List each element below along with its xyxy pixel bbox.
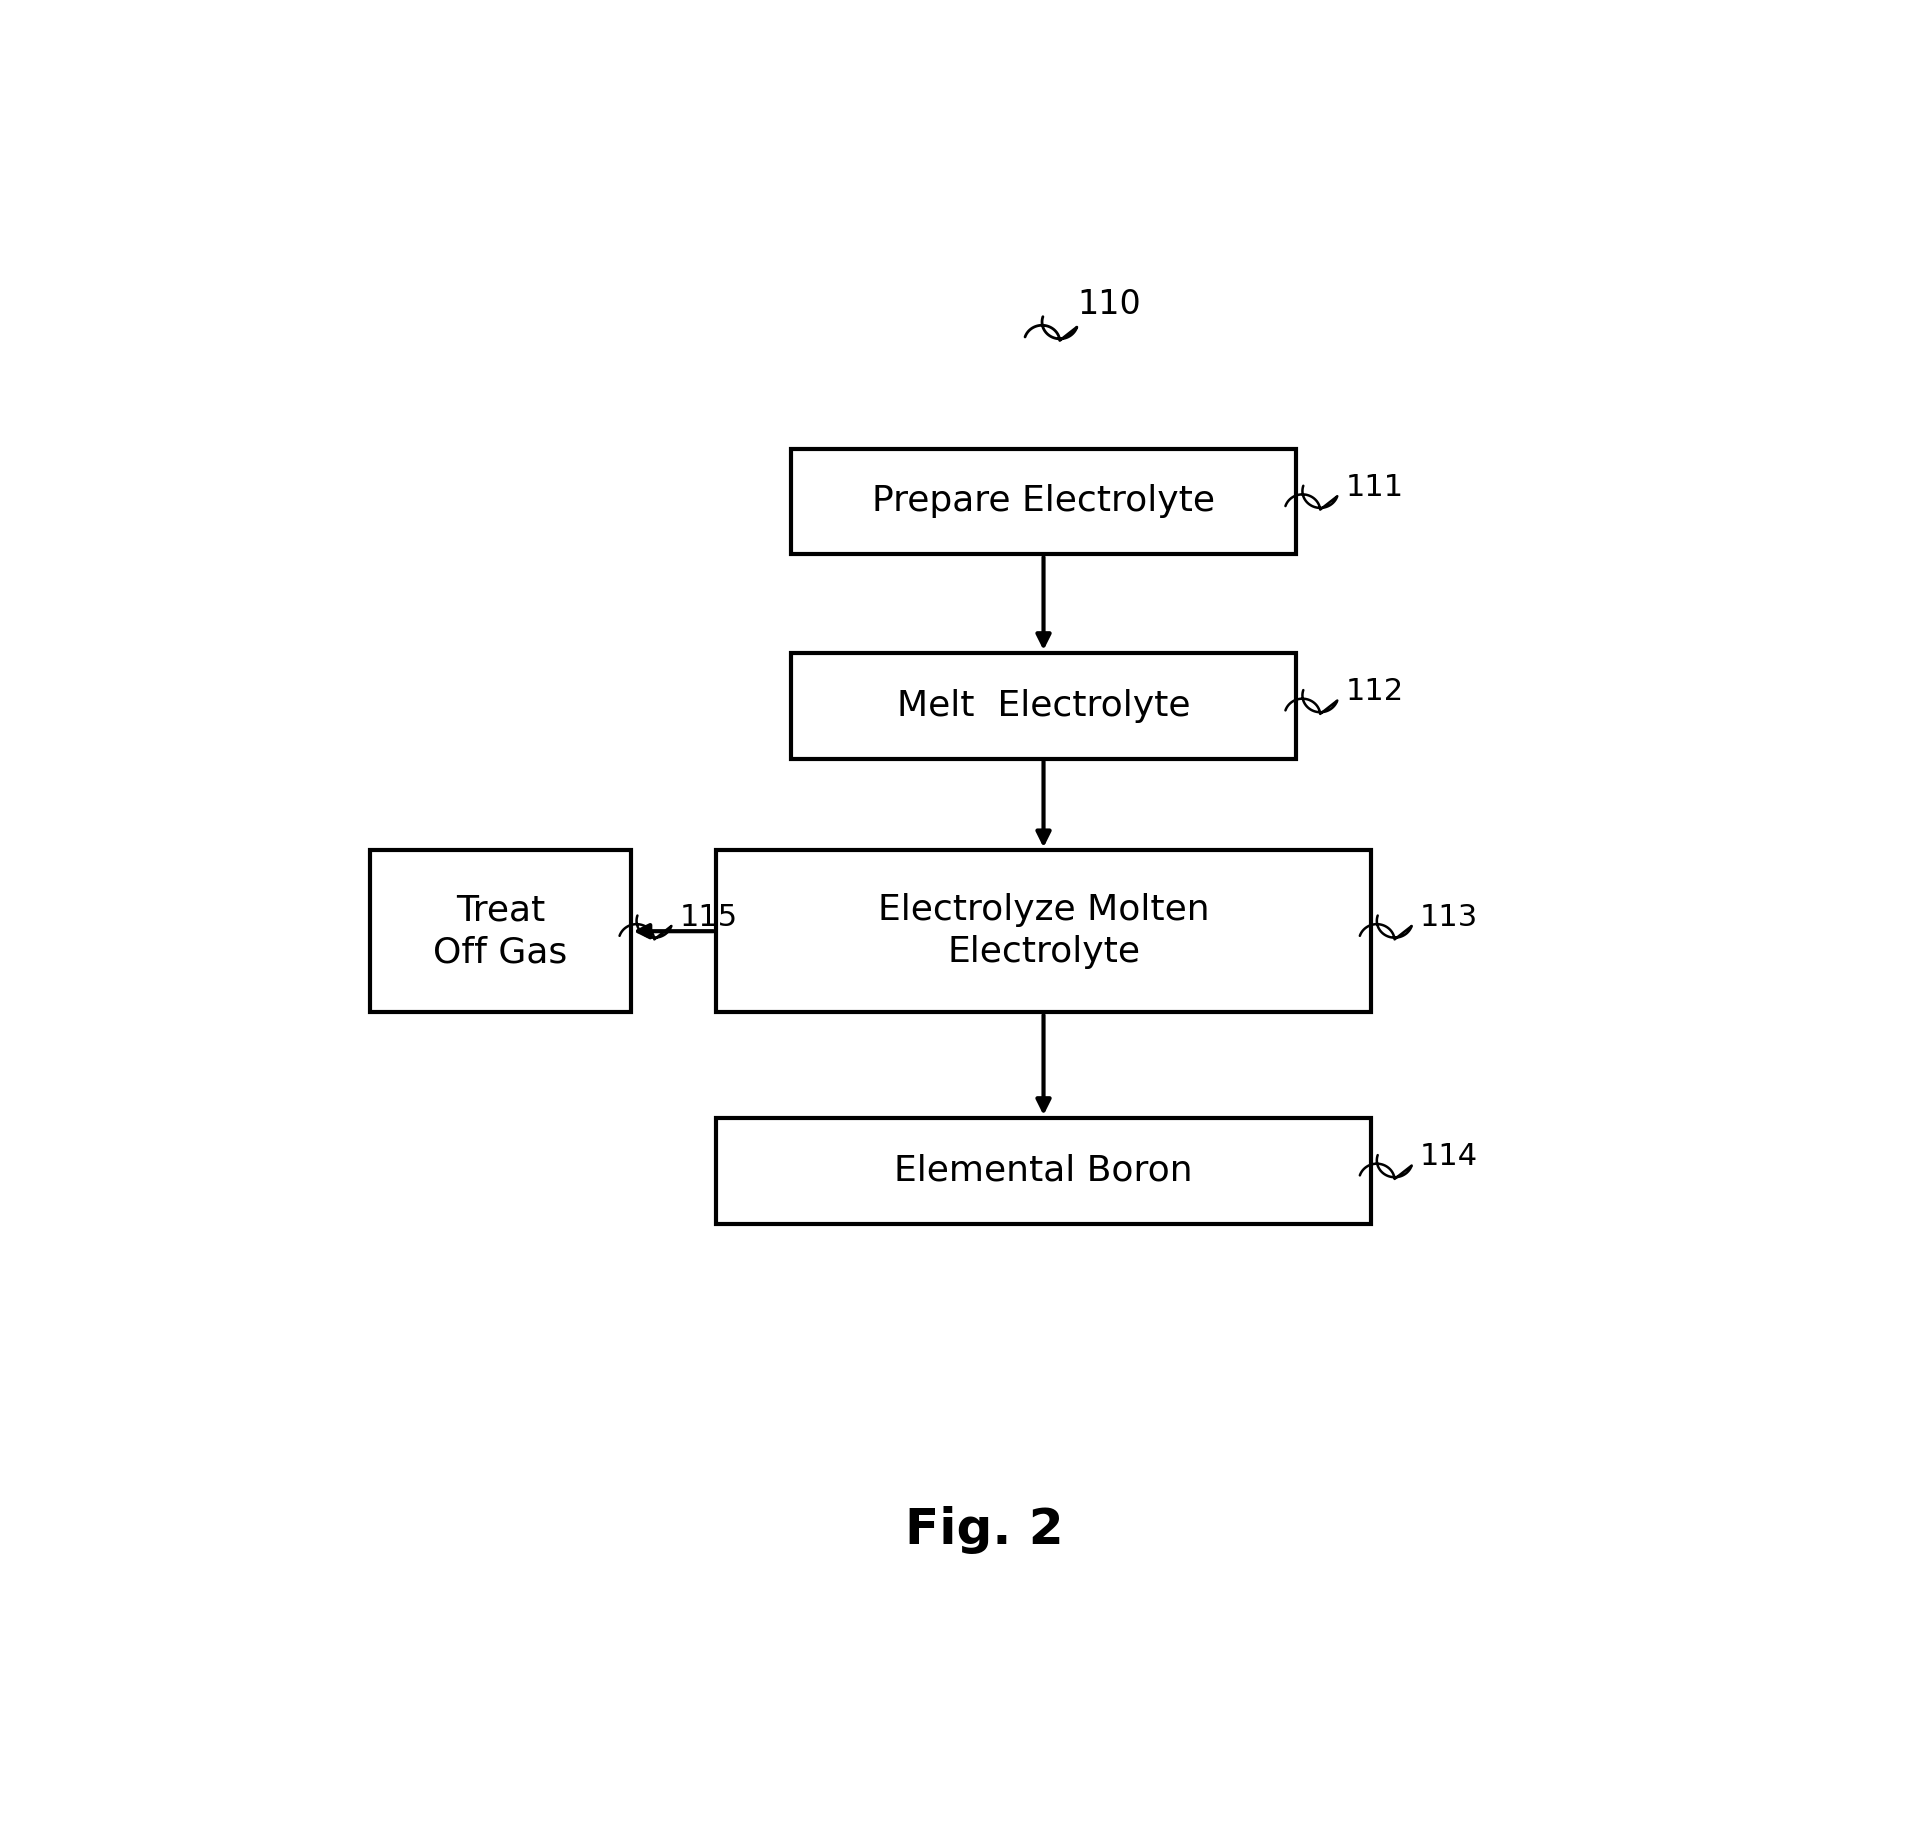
Text: Treat
Off Gas: Treat Off Gas [434, 893, 568, 970]
Text: 113: 113 [1421, 902, 1478, 931]
Text: Elemental Boron: Elemental Boron [895, 1153, 1192, 1188]
Text: 115: 115 [680, 902, 737, 931]
FancyBboxPatch shape [716, 851, 1371, 1012]
Text: Prepare Electrolyte: Prepare Electrolyte [872, 485, 1215, 518]
Text: Melt  Electrolyte: Melt Electrolyte [897, 688, 1190, 723]
FancyBboxPatch shape [716, 1118, 1371, 1224]
Text: 110: 110 [1077, 287, 1142, 320]
Text: Electrolyze Molten
Electrolyte: Electrolyze Molten Electrolyte [877, 893, 1210, 970]
FancyBboxPatch shape [371, 851, 630, 1012]
Text: 114: 114 [1421, 1142, 1478, 1171]
FancyBboxPatch shape [791, 653, 1296, 759]
Text: Fig. 2: Fig. 2 [904, 1506, 1064, 1554]
FancyBboxPatch shape [791, 448, 1296, 554]
Text: 111: 111 [1346, 472, 1404, 501]
Text: 112: 112 [1346, 677, 1404, 706]
